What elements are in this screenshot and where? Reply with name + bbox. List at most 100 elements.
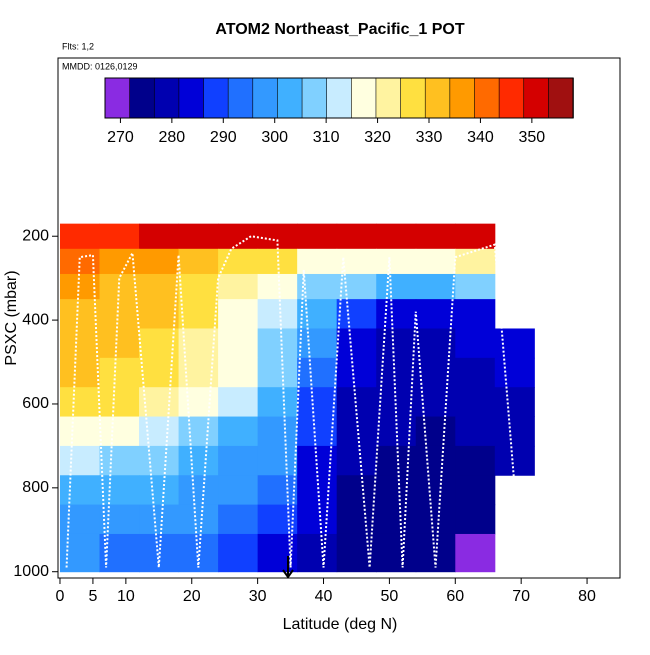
heat-cell bbox=[415, 475, 456, 506]
heat-cell bbox=[376, 533, 417, 573]
heat-cell bbox=[99, 504, 140, 535]
heat-cell bbox=[218, 475, 259, 506]
heat-cell bbox=[455, 416, 496, 447]
heat-cell bbox=[139, 504, 180, 535]
colorbar-tick-label: 350 bbox=[519, 129, 546, 146]
heat-cell bbox=[257, 475, 298, 506]
y-tick-label: 400 bbox=[22, 311, 49, 328]
heat-cell bbox=[336, 273, 377, 300]
y-tick-label: 800 bbox=[22, 479, 49, 496]
heat-cell bbox=[336, 504, 377, 535]
flights-label: Flts: 1,2 bbox=[62, 41, 94, 51]
heat-cell bbox=[178, 445, 219, 476]
heat-cell bbox=[99, 475, 140, 506]
heat-cell bbox=[336, 299, 377, 329]
heat-cell bbox=[59, 387, 101, 418]
heat-cell bbox=[297, 223, 338, 250]
colorbar-segment bbox=[375, 77, 402, 119]
heat-cell bbox=[455, 387, 496, 418]
heat-cell bbox=[415, 416, 456, 447]
heat-cell bbox=[336, 387, 377, 418]
heat-cell bbox=[59, 445, 101, 476]
colorbar-segment bbox=[227, 77, 254, 119]
heat-cell bbox=[455, 299, 496, 329]
chart-title: ATOM2 Northeast_Pacific_1 POT bbox=[215, 21, 464, 38]
heat-cell bbox=[336, 445, 377, 476]
x-tick-label: 10 bbox=[117, 588, 135, 605]
heat-cell bbox=[139, 416, 180, 447]
heat-cell bbox=[257, 299, 298, 329]
heat-cell bbox=[257, 328, 298, 359]
colorbar-tick-label: 330 bbox=[416, 129, 443, 146]
x-tick-label: 0 bbox=[56, 588, 65, 605]
heat-cell bbox=[297, 357, 338, 388]
flight-track bbox=[65, 235, 523, 568]
heat-cell bbox=[257, 416, 298, 447]
colorbar-segment bbox=[252, 77, 279, 119]
x-axis-label: Latitude (deg N) bbox=[283, 616, 398, 633]
arrow-marker bbox=[282, 556, 294, 579]
colorbar-segment bbox=[203, 77, 229, 119]
heat-cell bbox=[415, 299, 456, 329]
heat-cell bbox=[415, 357, 456, 388]
heat-cell bbox=[257, 504, 298, 535]
heat-cell bbox=[455, 533, 496, 573]
heat-cell bbox=[178, 248, 219, 275]
heat-cell bbox=[455, 445, 496, 476]
heat-cell bbox=[336, 248, 377, 275]
heat-cell bbox=[139, 273, 180, 300]
heat-cell bbox=[455, 328, 496, 359]
heat-cell bbox=[218, 223, 259, 250]
heat-cell bbox=[139, 223, 180, 250]
heat-cell bbox=[218, 248, 259, 275]
colorbar-tick-label: 290 bbox=[210, 129, 237, 146]
y-tick-label: 1000 bbox=[13, 563, 49, 580]
heat-cell bbox=[99, 223, 140, 250]
heat-cell bbox=[297, 533, 338, 573]
colorbar-tick-label: 270 bbox=[107, 129, 134, 146]
x-tick-label: 40 bbox=[315, 588, 333, 605]
heat-cell bbox=[297, 504, 338, 535]
heat-cell bbox=[178, 533, 219, 573]
heat-cell bbox=[415, 445, 456, 476]
heat-cell bbox=[218, 504, 259, 535]
heat-cell bbox=[99, 357, 140, 388]
heat-cell bbox=[59, 223, 101, 250]
heat-cell bbox=[59, 273, 101, 300]
heat-cell bbox=[376, 223, 417, 250]
colorbar-segment bbox=[178, 77, 205, 119]
heat-cell bbox=[218, 328, 259, 359]
colorbar-tick-label: 300 bbox=[261, 129, 288, 146]
heat-cell bbox=[297, 299, 338, 329]
heat-cell bbox=[257, 387, 298, 418]
heat-cell bbox=[59, 504, 101, 535]
heat-cell bbox=[178, 223, 219, 250]
heat-cell bbox=[376, 248, 417, 275]
heat-cell bbox=[455, 223, 496, 250]
heat-cell bbox=[336, 223, 377, 250]
colorbar-tick-label: 280 bbox=[159, 129, 186, 146]
heat-cell bbox=[139, 299, 180, 329]
heat-cell bbox=[178, 416, 219, 447]
heat-cell bbox=[218, 445, 259, 476]
heat-cell bbox=[59, 299, 101, 329]
colorbar-segment bbox=[424, 77, 451, 119]
dates-label: MMDD: 0126,0129 bbox=[62, 61, 138, 71]
heat-cell bbox=[257, 533, 298, 573]
heat-cell bbox=[99, 387, 140, 418]
heat-cell bbox=[99, 299, 140, 329]
heat-cell bbox=[257, 273, 298, 300]
heat-cell bbox=[336, 475, 377, 506]
colorbar-frame bbox=[104, 77, 574, 119]
heat-cell bbox=[218, 416, 259, 447]
plot-frame bbox=[57, 57, 621, 579]
heat-cell bbox=[218, 357, 259, 388]
colorbar-segment bbox=[351, 77, 377, 119]
heat-cell bbox=[376, 445, 417, 476]
x-tick-label: 50 bbox=[381, 588, 399, 605]
heat-cell bbox=[455, 273, 496, 300]
heat-cell bbox=[59, 475, 101, 506]
y-tick-label: 600 bbox=[22, 395, 49, 412]
heat-cell bbox=[376, 273, 417, 300]
heat-cell bbox=[218, 273, 259, 300]
